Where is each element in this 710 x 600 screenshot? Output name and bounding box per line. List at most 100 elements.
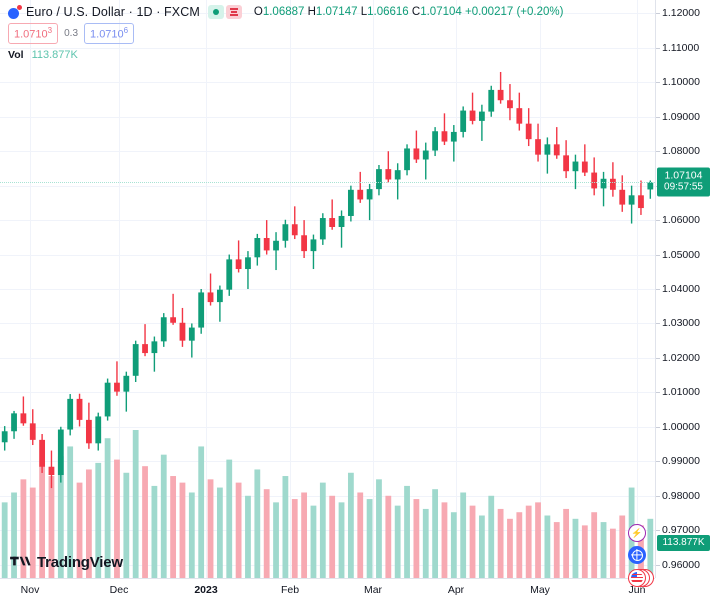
- candle-wick: [471, 92, 474, 125]
- candle-down: [20, 413, 27, 424]
- candle-wick: [556, 127, 558, 159]
- volume-badge-value: 113.877K: [662, 537, 705, 549]
- price-axis-tick: 1.08000: [656, 145, 700, 158]
- volume-bar: [1, 502, 8, 578]
- grid-line-vertical: [373, 0, 374, 578]
- candle-down: [48, 466, 55, 476]
- candle-wick: [546, 137, 549, 174]
- grid-line-vertical: [119, 0, 120, 578]
- price-axis-tick: 0.99000: [656, 455, 700, 468]
- volume-bar: [11, 492, 17, 578]
- volume-bar: [207, 479, 214, 578]
- price-axis-tick: 1.01000: [656, 386, 700, 399]
- candle-down: [85, 419, 92, 444]
- price-axis-tick: 0.96000: [656, 558, 700, 571]
- candle-up: [245, 257, 251, 270]
- price-axis-tick: 1.06000: [656, 214, 700, 227]
- volume-bar: [291, 499, 298, 578]
- volume-bar: [516, 512, 523, 578]
- grid-line-vertical: [290, 0, 291, 578]
- candle-wick: [294, 206, 296, 240]
- current-price-badge[interactable]: 1.07104 09:57:55: [657, 167, 710, 197]
- chart-pane[interactable]: [0, 0, 655, 578]
- volume-bar: [151, 485, 158, 578]
- candle-wick: [396, 163, 399, 200]
- time-axis-tick: Dec: [109, 584, 129, 596]
- volume-bar: [647, 518, 654, 578]
- candle-up: [132, 344, 139, 376]
- volume-bar: [619, 515, 626, 578]
- candle-up: [226, 259, 233, 290]
- candle-wick: [331, 199, 333, 230]
- volume-bar: [394, 505, 401, 578]
- candle-wick: [144, 324, 146, 357]
- candle-down: [638, 195, 644, 209]
- news-badge-front[interactable]: [628, 569, 646, 587]
- candle-wick: [275, 232, 277, 271]
- candle-up: [338, 215, 345, 227]
- candle-up: [647, 182, 654, 190]
- volume-bar: [525, 505, 532, 578]
- volume-bar: [609, 528, 616, 578]
- volume-bar: [198, 446, 205, 578]
- volume-bar: [20, 479, 27, 578]
- volume-bar: [507, 518, 513, 578]
- economic-globe-badge[interactable]: [628, 546, 646, 564]
- volume-bar: [67, 446, 74, 578]
- us-news-flag-badge-stack[interactable]: [628, 568, 654, 590]
- candle-up: [11, 413, 17, 432]
- candle-wick: [481, 104, 483, 141]
- volume-bar: [347, 472, 354, 578]
- volume-bar: [142, 466, 148, 578]
- candle-wick: [387, 151, 390, 183]
- time-axis[interactable]: Nov Dec 2023 Feb Mar Apr May Jun: [0, 578, 655, 600]
- price-axis-tick: 0.97000: [656, 524, 700, 537]
- volume-bar: [76, 482, 83, 578]
- current-price-line: [0, 182, 655, 184]
- price-axis[interactable]: 1.120001.110001.100001.090001.080001.070…: [655, 0, 710, 578]
- candle-down: [142, 344, 148, 354]
- volume-bar: [95, 462, 102, 578]
- earnings-lightning-badge[interactable]: ⚡: [628, 524, 646, 542]
- time-axis-tick: Feb: [280, 584, 300, 596]
- candle-up: [198, 292, 205, 328]
- candle-up: [432, 131, 439, 151]
- candle-down: [263, 238, 270, 251]
- volume-bar: [469, 505, 476, 578]
- candle-wick: [312, 234, 315, 270]
- volume-bar: [85, 469, 92, 578]
- grid-line-horizontal: [0, 254, 655, 256]
- candle-down: [469, 110, 476, 121]
- grid-line-horizontal: [0, 392, 655, 394]
- candle-wick: [499, 71, 502, 104]
- candle-down: [179, 322, 186, 341]
- volume-bar: [273, 502, 279, 578]
- volume-bar: [553, 522, 560, 578]
- candle-up: [478, 111, 485, 121]
- candle-up: [188, 327, 195, 341]
- grid-line-vertical: [540, 0, 541, 578]
- volume-bar: [497, 508, 504, 578]
- candle-down: [553, 144, 560, 156]
- volume-bar: [544, 515, 551, 578]
- candle-up: [394, 170, 401, 180]
- volume-bar: [404, 485, 410, 578]
- candle-down: [609, 178, 616, 190]
- time-axis-tick: May: [530, 584, 550, 596]
- candle-down: [516, 108, 523, 124]
- candle-down: [591, 172, 598, 189]
- volume-bar: [319, 482, 326, 578]
- candle-down: [39, 439, 46, 467]
- volume-bar: [591, 512, 598, 578]
- candle-wick: [237, 240, 240, 273]
- volume-badge[interactable]: 113.877K: [657, 535, 710, 552]
- candle-down: [357, 189, 364, 200]
- volume-bar: [581, 525, 588, 578]
- candle-wick: [340, 210, 343, 248]
- candle-up: [123, 375, 130, 392]
- grid-line-horizontal: [0, 564, 655, 566]
- price-axis-tick: 1.10000: [656, 76, 700, 89]
- candle-wick: [153, 336, 156, 372]
- grid-line-horizontal: [0, 495, 655, 497]
- volume-bar: [460, 492, 467, 578]
